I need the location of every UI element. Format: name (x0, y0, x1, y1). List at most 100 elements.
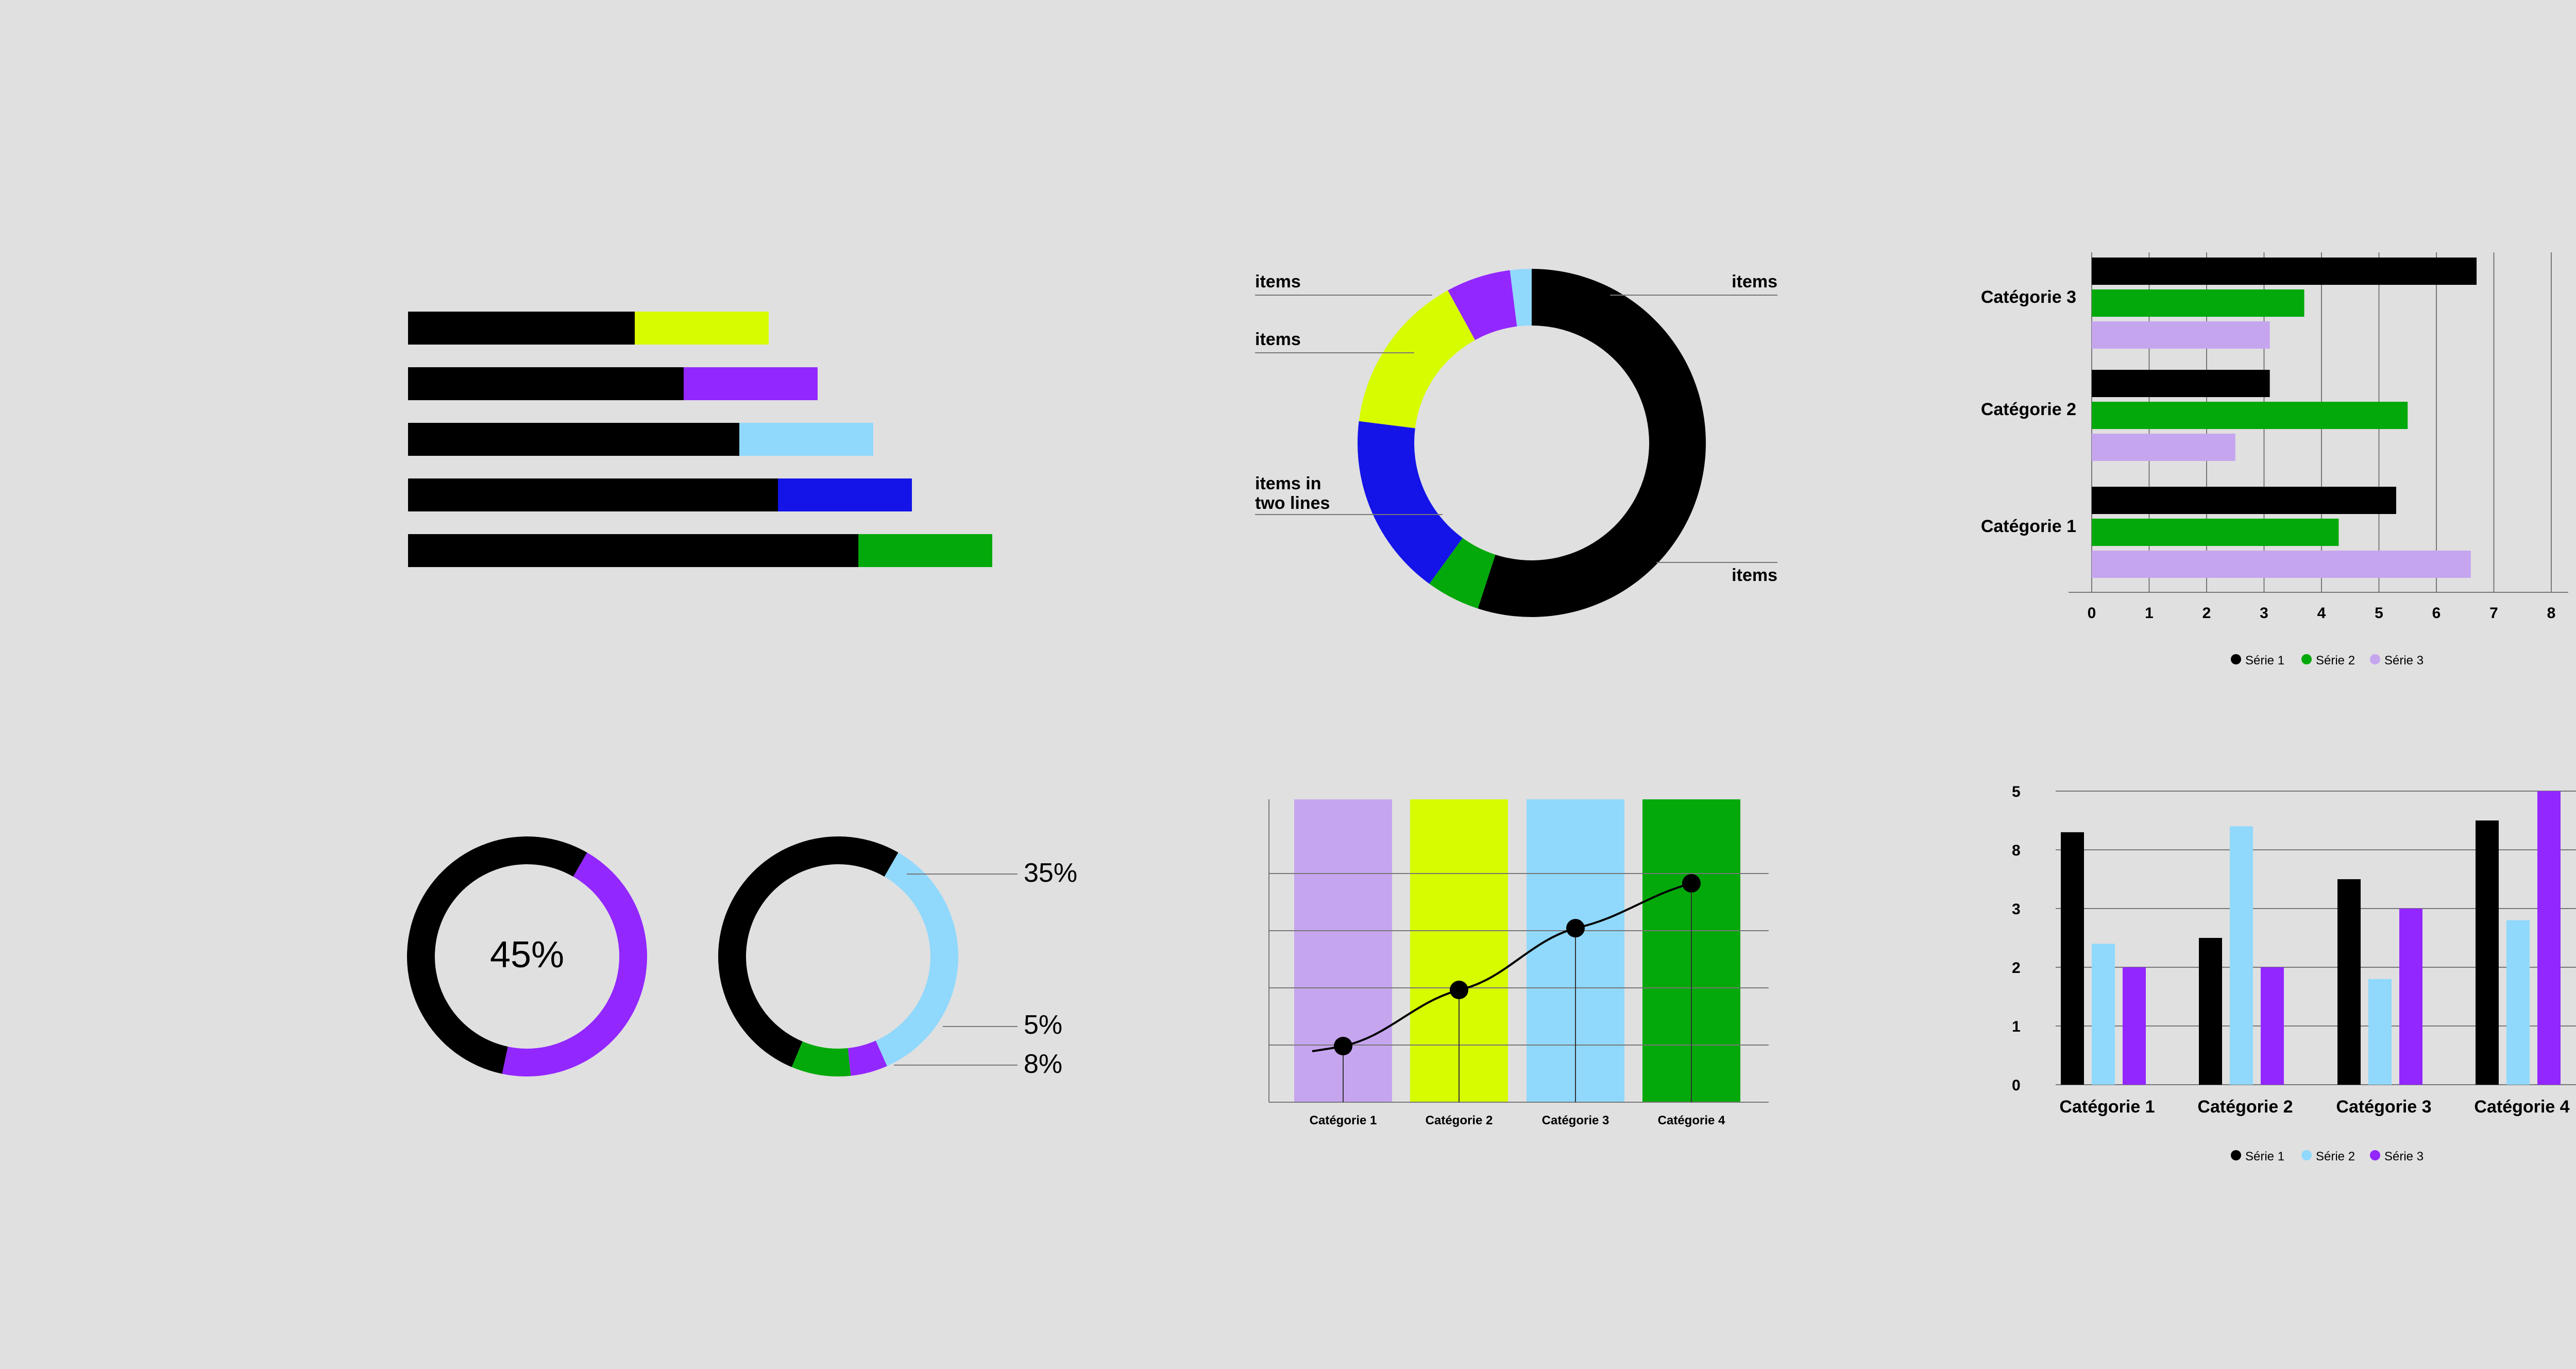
vbar-bar-2-3 (2261, 967, 2284, 1085)
stacked-bar-3-segment-1 (408, 423, 739, 456)
stacked-bar-2-segment-1 (408, 367, 684, 400)
horizontal-grouped-bar-chart: 0 1 2 3 4 5 6 7 8 Catégorie 3 Catégorie 2 Catégorie… (1981, 252, 2568, 668)
segment-donut-slice-2 (848, 1040, 887, 1076)
hbar-x-tick-0: 0 (2088, 605, 2096, 622)
donut-slice-5 (1448, 270, 1517, 340)
hbar-x-tick-7: 7 (2489, 605, 2498, 622)
vbar-legend-swatch-2 (2301, 1150, 2312, 1160)
colline-point-1 (1334, 1037, 1352, 1056)
vbar-legend-label-3: Série 3 (2384, 1150, 2424, 1163)
vbar-y-tick-4: 8 (2012, 842, 2021, 859)
stacked-bar-4-segment-2 (778, 478, 912, 511)
percent-donut-center-label: 45% (490, 934, 564, 976)
hbar-x-tick-1: 1 (2145, 605, 2154, 622)
vbar-bar-3-1 (2337, 879, 2361, 1085)
donut-label-1: items (1255, 272, 1301, 292)
vbar-bar-3-3 (2399, 909, 2422, 1085)
stacked-bar-1-segment-1 (408, 312, 635, 345)
donut-label-4: two lines (1255, 493, 1330, 513)
vbar-bar-4-3 (2537, 791, 2561, 1085)
hbar-x-tick-5: 5 (2375, 605, 2383, 622)
vbar-bar-2-2 (2230, 826, 2253, 1085)
vbar-category-label-4: Catégorie 4 (2474, 1097, 2569, 1117)
donut-slice-3 (1358, 421, 1463, 584)
donut-label-5: items (1732, 272, 1777, 292)
colline-category-label-3: Catégorie 3 (1542, 1114, 1609, 1127)
percentage-donut-chart: 45% (407, 836, 648, 1076)
vbar-legend-swatch-1 (2231, 1150, 2241, 1160)
hbar-bar-1-2 (2092, 289, 2304, 317)
hbar-x-tick-3: 3 (2260, 605, 2268, 622)
stacked-bar-3-segment-2 (739, 423, 873, 456)
hbar-x-tick-8: 8 (2547, 605, 2556, 622)
hbar-legend-label-1: Série 1 (2245, 654, 2284, 668)
colline-point-3 (1566, 919, 1585, 938)
colline-category-label-2: Catégorie 2 (1426, 1114, 1493, 1127)
donut-slice-4 (1359, 290, 1476, 429)
vbar-bar-2-1 (2199, 938, 2222, 1085)
vbar-bar-1-2 (2092, 944, 2115, 1085)
vbar-y-tick-5: 5 (2012, 783, 2021, 800)
vbar-category-label-2: Catégorie 2 (2197, 1097, 2293, 1117)
vbar-category-label-1: Catégorie 1 (2059, 1097, 2155, 1117)
vertical-grouped-bar-chart: 0 1 2 3 8 5 Catégorie 1 Catégorie 2 Catégorie 3 C… (2012, 783, 2576, 1163)
vbar-category-label-3: Catégorie 3 (2336, 1097, 2431, 1117)
percent-donut-slice-2 (407, 836, 587, 1074)
segment-donut-slice-1 (875, 852, 959, 1066)
three-segment-donut-chart: 35% 5% 8% (718, 836, 1077, 1079)
stacked-bar-1-segment-2 (635, 312, 769, 345)
hbar-bar-1-3 (2092, 321, 2270, 349)
vbar-bar-4-2 (2506, 920, 2530, 1085)
vbar-y-tick-1: 1 (2012, 1018, 2021, 1035)
vbar-bar-3-2 (2368, 979, 2392, 1085)
donut-slice-6 (1510, 269, 1532, 327)
hbar-category-label-1: Catégorie 3 (1981, 287, 2076, 307)
hbar-bar-3-3 (2092, 551, 2471, 578)
hbar-x-tick-4: 4 (2317, 605, 2326, 622)
stacked-bar-5-segment-1 (408, 534, 858, 567)
colline-point-4 (1682, 874, 1701, 893)
colline-category-label-4: Catégorie 4 (1658, 1114, 1725, 1127)
hbar-bar-1-1 (2092, 258, 2477, 285)
donut-label-3: items in (1255, 474, 1321, 493)
stacked-bar-2-segment-2 (684, 367, 818, 400)
hbar-legend-swatch-1 (2231, 654, 2241, 664)
percent-donut-slice-1 (502, 852, 648, 1076)
segment-donut-label-2: 5% (1024, 1010, 1062, 1040)
vbar-bar-4-1 (2476, 820, 2499, 1085)
donut-label-6: items (1732, 566, 1777, 585)
donut-slice-2 (1429, 538, 1496, 609)
colline-category-label-1: Catégorie 1 (1310, 1114, 1377, 1127)
segment-donut-label-1: 35% (1024, 858, 1077, 888)
stacked-bar-5-segment-2 (858, 534, 992, 567)
vbar-bar-1-1 (2061, 832, 2084, 1085)
hbar-legend-label-3: Série 3 (2384, 654, 2424, 668)
hbar-legend-label-2: Série 2 (2316, 654, 2355, 668)
hbar-category-label-2: Catégorie 2 (1981, 400, 2076, 419)
donut-slice-1 (1478, 269, 1706, 617)
column-line-chart: Catégorie 1 Catégorie 2 Catégorie 3 Catégor… (1268, 799, 1769, 1127)
hbar-bar-2-3 (2092, 434, 2235, 461)
segment-donut-slice-4 (718, 836, 899, 1067)
vbar-bar-1-3 (2123, 967, 2146, 1085)
stacked-bar-chart (408, 312, 992, 567)
hbar-category-label-3: Catégorie 1 (1981, 517, 2076, 536)
vbar-y-tick-3: 3 (2012, 901, 2021, 918)
stacked-bar-4-segment-1 (408, 478, 778, 511)
vbar-legend-swatch-3 (2370, 1150, 2380, 1160)
hbar-bar-2-1 (2092, 370, 2270, 397)
hbar-bar-3-2 (2092, 519, 2339, 546)
vbar-legend-label-2: Série 2 (2316, 1150, 2355, 1163)
hbar-x-tick-6: 6 (2432, 605, 2441, 622)
hbar-x-tick-2: 2 (2202, 605, 2211, 622)
hbar-bar-2-2 (2092, 402, 2408, 429)
segment-donut-slice-3 (791, 1041, 851, 1076)
vbar-y-tick-0: 0 (2012, 1077, 2021, 1094)
hbar-legend-swatch-3 (2370, 654, 2380, 664)
colline-point-2 (1450, 981, 1468, 1000)
vbar-legend-label-1: Série 1 (2245, 1150, 2284, 1163)
donut-label-2: items (1255, 330, 1301, 349)
hbar-bar-3-1 (2092, 487, 2396, 514)
